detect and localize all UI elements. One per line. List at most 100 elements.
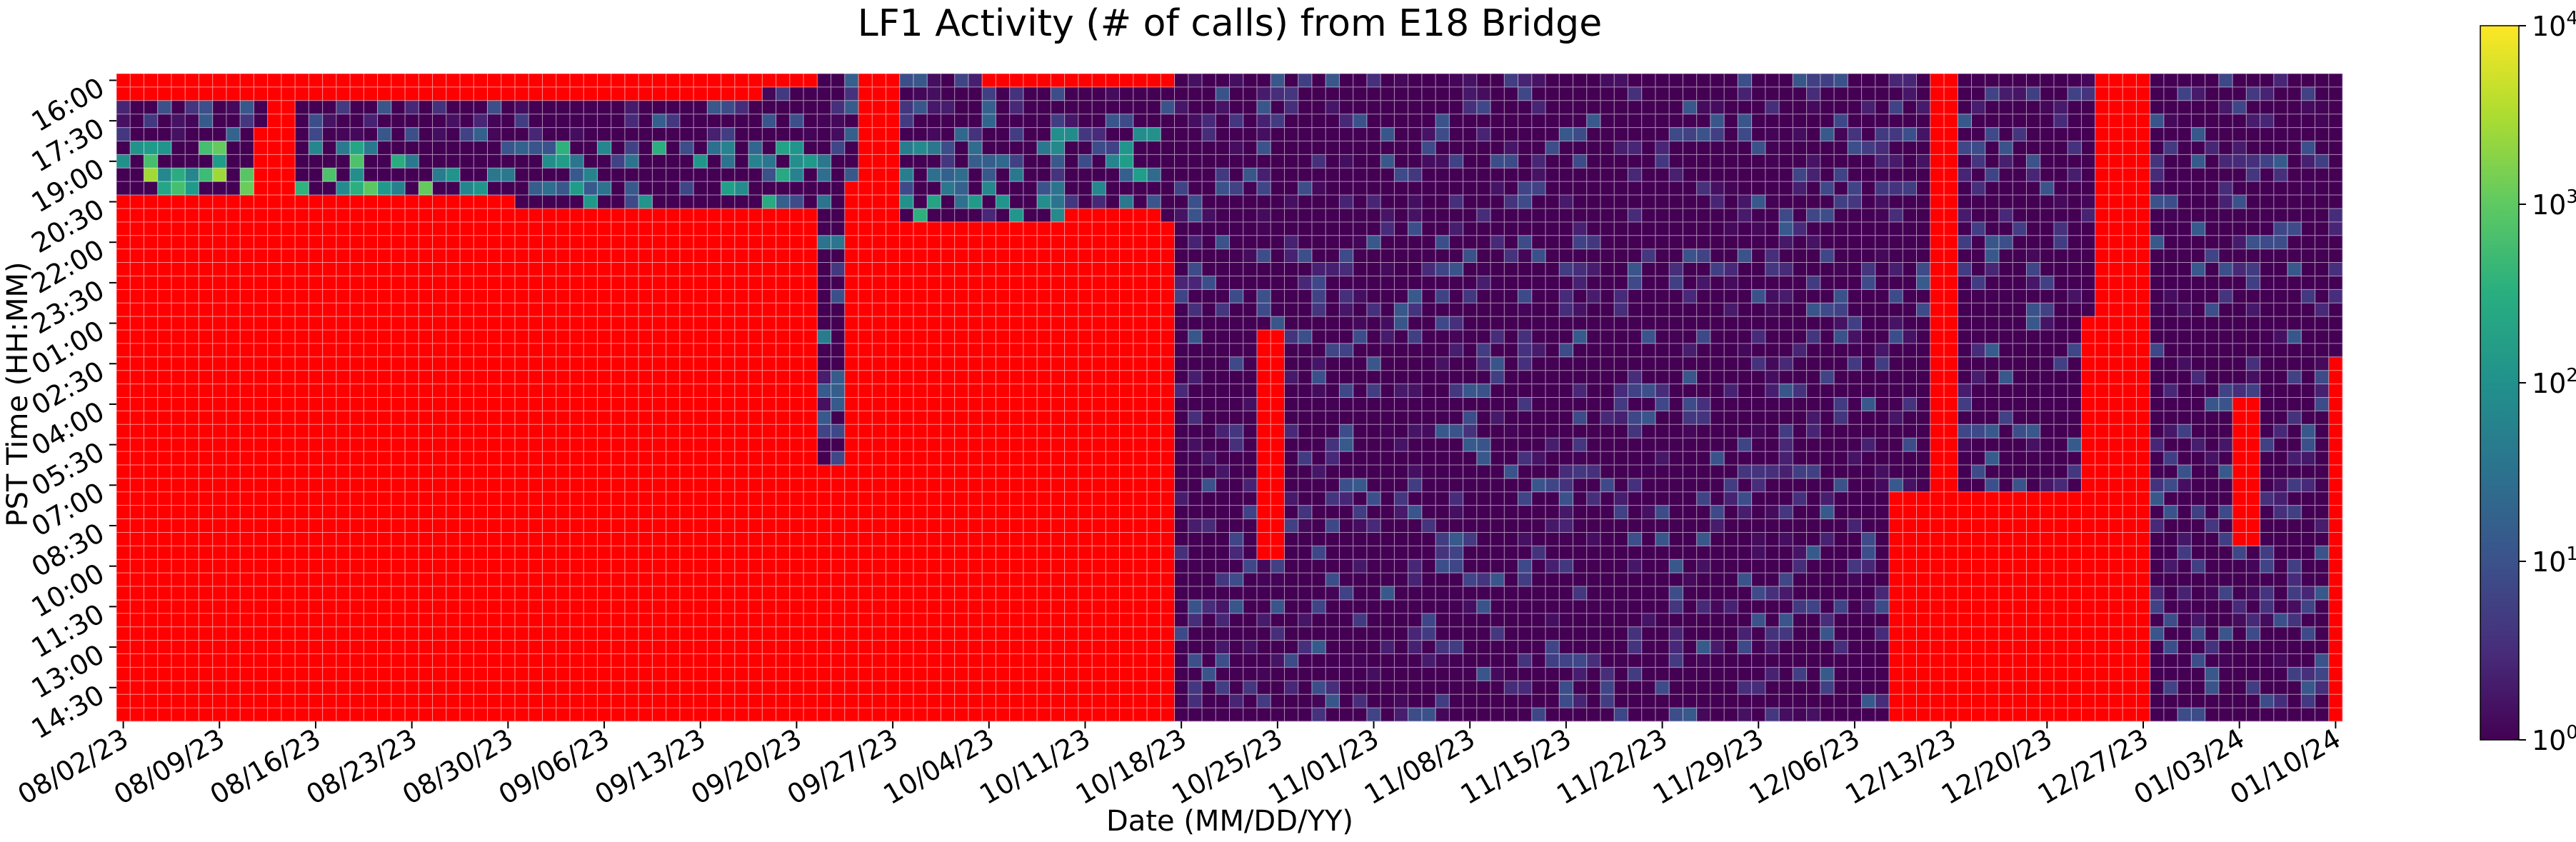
heatmap-cell — [886, 478, 901, 493]
heatmap-cell — [679, 438, 694, 452]
heatmap-cell — [1408, 397, 1423, 411]
heatmap-cell — [514, 586, 529, 601]
heatmap-cell — [762, 384, 776, 398]
heatmap-cell — [1531, 708, 1546, 722]
heatmap-cell — [638, 424, 653, 438]
heatmap-cell — [776, 667, 791, 681]
heatmap-cell — [1229, 356, 1244, 371]
heatmap-cell — [611, 546, 626, 560]
heatmap-cell — [1243, 235, 1258, 249]
heatmap-cell — [542, 343, 556, 358]
heatmap-cell — [1490, 127, 1505, 141]
heatmap-cell — [1449, 464, 1463, 479]
heatmap-cell — [1216, 86, 1230, 101]
heatmap-cell — [281, 74, 296, 88]
heatmap-cell — [144, 559, 159, 573]
heatmap-cell — [1339, 681, 1353, 695]
heatmap-cell — [927, 573, 941, 587]
heatmap-cell — [528, 411, 543, 425]
heatmap-cell — [1174, 195, 1189, 209]
heatmap-cell — [899, 141, 914, 155]
heatmap-cell — [1394, 154, 1408, 169]
heatmap-cell — [1311, 464, 1326, 479]
heatmap-cell — [254, 356, 268, 371]
heatmap-cell — [116, 74, 131, 88]
heatmap-cell — [1518, 505, 1533, 519]
heatmap-cell — [1531, 532, 1546, 546]
heatmap-cell — [1490, 613, 1505, 628]
heatmap-cell — [748, 424, 763, 438]
heatmap-cell — [309, 114, 323, 128]
heatmap-cell — [212, 114, 227, 128]
heatmap-cell — [1435, 356, 1450, 371]
heatmap-cell — [679, 262, 694, 276]
heatmap-cell — [1408, 478, 1423, 493]
heatmap-cell — [556, 451, 571, 466]
heatmap-cell — [913, 613, 928, 628]
heatmap-cell — [913, 599, 928, 614]
heatmap-cell — [1161, 86, 1175, 101]
heatmap-cell — [212, 168, 227, 182]
heatmap-cell — [446, 491, 461, 506]
heatmap-cell — [666, 397, 681, 411]
heatmap-cell — [1174, 181, 1189, 196]
heatmap-cell — [1106, 667, 1120, 681]
heatmap-cell — [941, 653, 955, 668]
heatmap-cell — [1009, 343, 1024, 358]
heatmap-cell — [941, 573, 955, 587]
heatmap-cell — [611, 141, 626, 155]
heatmap-cell — [240, 451, 254, 466]
heatmap-cell — [1504, 586, 1518, 601]
heatmap-cell — [1216, 397, 1230, 411]
heatmap-cell — [528, 451, 543, 466]
heatmap-cell — [611, 694, 626, 708]
heatmap-cell — [941, 613, 955, 628]
heatmap-cell — [624, 640, 639, 654]
heatmap-cell — [913, 573, 928, 587]
heatmap-cell — [1243, 303, 1258, 317]
heatmap-cell — [501, 316, 516, 331]
heatmap-cell — [844, 195, 859, 209]
heatmap-cell — [1490, 276, 1505, 290]
heatmap-cell — [171, 653, 186, 668]
heatmap-cell — [473, 100, 488, 114]
heatmap-cell — [1311, 532, 1326, 546]
heatmap-cell — [817, 586, 831, 601]
heatmap-cell — [721, 546, 736, 560]
heatmap-cell — [954, 478, 969, 493]
heatmap-cell — [487, 708, 502, 722]
heatmap-cell — [377, 330, 392, 344]
heatmap-cell — [666, 451, 681, 466]
heatmap-cell — [212, 370, 227, 384]
heatmap-cell — [1366, 74, 1381, 88]
heatmap-cell — [226, 424, 241, 438]
heatmap-cell — [624, 74, 639, 88]
heatmap-cell — [1133, 424, 1148, 438]
heatmap-cell — [446, 532, 461, 546]
heatmap-cell — [254, 168, 268, 182]
heatmap-cell — [899, 491, 914, 506]
heatmap-cell — [1147, 478, 1161, 493]
heatmap-cell — [1161, 384, 1175, 398]
heatmap-cell — [1463, 356, 1478, 371]
heatmap-cell — [556, 640, 571, 654]
heatmap-cell — [831, 505, 846, 519]
heatmap-cell — [1298, 289, 1313, 304]
heatmap-cell — [432, 262, 447, 276]
heatmap-cell — [1133, 411, 1148, 425]
heatmap-cell — [803, 613, 818, 628]
heatmap-cell — [171, 262, 186, 276]
heatmap-cell — [789, 708, 804, 722]
heatmap-cell — [1271, 316, 1285, 331]
heatmap-cell — [803, 518, 818, 533]
heatmap-cell — [748, 208, 763, 223]
heatmap-cell — [1009, 708, 1024, 722]
heatmap-cell — [1366, 559, 1381, 573]
heatmap-cell — [968, 681, 983, 695]
heatmap-cell — [487, 667, 502, 681]
heatmap-cell — [1353, 438, 1368, 452]
heatmap-cell — [171, 221, 186, 236]
heatmap-cell — [157, 181, 172, 196]
heatmap-cell — [858, 114, 873, 128]
heatmap-cell — [844, 573, 859, 587]
